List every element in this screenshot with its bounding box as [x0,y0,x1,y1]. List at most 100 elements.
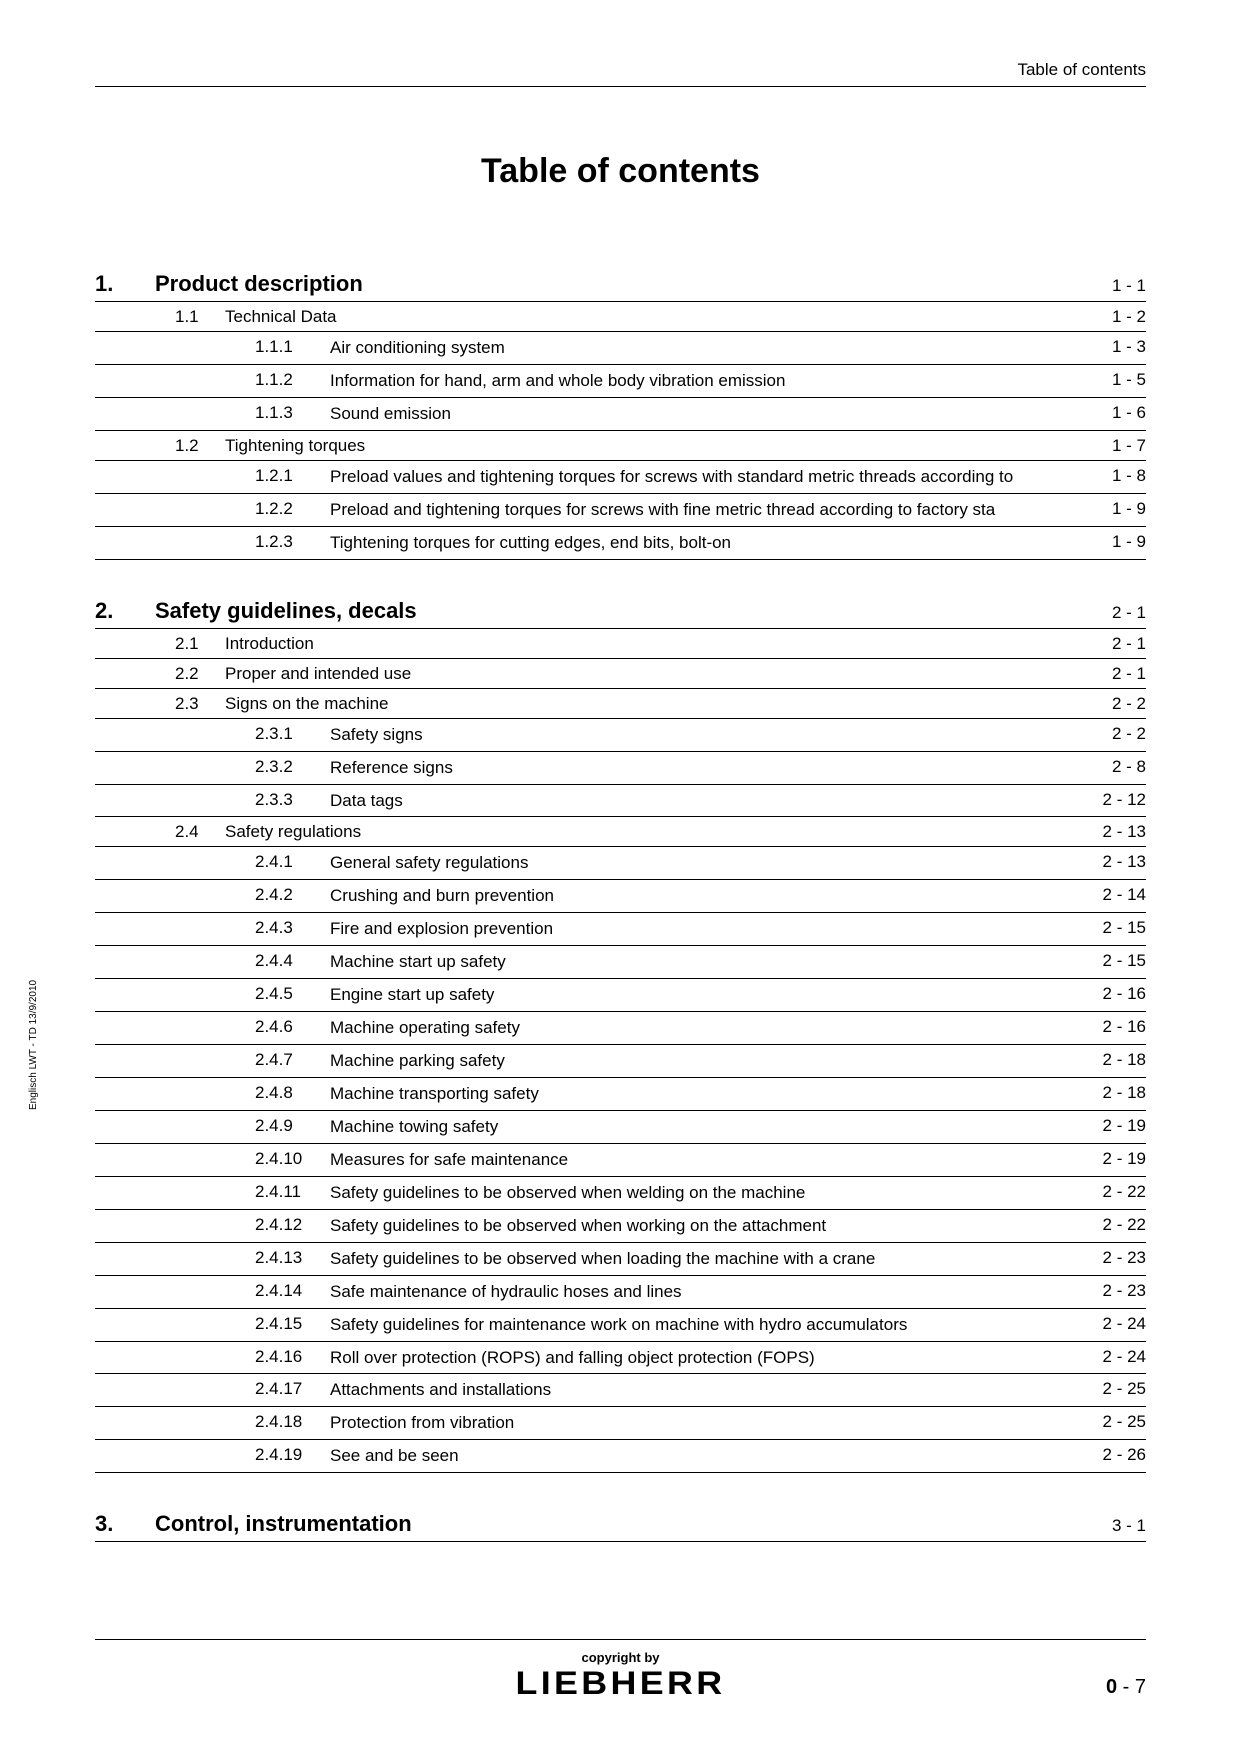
toc-subsection-row: 1.1.1Air conditioning system1 - 3 [95,332,1146,365]
toc-subsection-row: 2.4.8Machine transporting safety2 - 18 [95,1078,1146,1111]
toc-subsection-page: 2 - 13 [1076,852,1146,872]
toc-subsection-title: Information for hand, arm and whole body… [330,370,1076,393]
toc-subsection-title: Engine start up safety [330,984,1076,1007]
toc-section-num: 1.2 [175,436,225,456]
toc-subsection-num: 2.4.4 [255,951,330,971]
toc-section-num: 2.3 [175,694,225,714]
toc-subsection-row: 2.3.2Reference signs2 - 8 [95,752,1146,785]
toc-subsection-row: 1.2.1Preload values and tightening torqu… [95,461,1146,494]
toc-section-row: 1.1Technical Data1 - 2 [95,302,1146,332]
copyright-label: copyright by [95,1650,1146,1665]
toc-section-num: 1.1 [175,307,225,327]
toc-subsection-title: Safety guidelines for maintenance work o… [330,1314,1076,1337]
toc-chapter-title: Safety guidelines, decals [155,598,1076,624]
toc-section-title: Proper and intended use [225,664,1076,684]
toc-subsection-page: 1 - 9 [1076,532,1146,552]
toc-subsection-title: General safety regulations [330,852,1076,875]
toc-subsection-title: Measures for safe maintenance [330,1149,1076,1172]
toc-subsection-title: Safety signs [330,724,1076,747]
toc-subsection-title: Preload values and tightening torques fo… [330,466,1076,489]
toc-section-page: 2 - 1 [1076,634,1146,654]
toc-subsection-row: 2.4.18Protection from vibration2 - 25 [95,1407,1146,1440]
toc-section-row: 1.2Tightening torques1 - 7 [95,431,1146,461]
toc-chapter-page: 1 - 1 [1076,276,1146,296]
toc-subsection-num: 2.4.18 [255,1412,330,1432]
toc-section-title: Signs on the machine [225,694,1076,714]
toc-subsection-row: 2.4.7Machine parking safety2 - 18 [95,1045,1146,1078]
toc-subsection-page: 2 - 24 [1076,1347,1146,1367]
toc-subsection-num: 1.2.2 [255,499,330,519]
toc-subsection-title: Attachments and installations [330,1379,1076,1402]
toc-section-num: 2.2 [175,664,225,684]
toc-subsection-num: 2.4.9 [255,1116,330,1136]
header-right-text: Table of contents [1017,60,1146,79]
toc-subsection-row: 2.4.4Machine start up safety2 - 15 [95,946,1146,979]
toc-subsection-title: Fire and explosion prevention [330,918,1076,941]
toc-section-num: 2.1 [175,634,225,654]
toc-subsection-page: 2 - 18 [1076,1083,1146,1103]
toc-subsection-num: 2.4.5 [255,984,330,1004]
toc-subsection-page: 2 - 24 [1076,1314,1146,1334]
toc-chapter-row: 1.Product description1 - 1 [95,271,1146,302]
toc-chapter-num: 2. [95,598,155,624]
toc-subsection-page: 2 - 14 [1076,885,1146,905]
page-number-chapter: 0 [1106,1676,1117,1698]
toc-section-title: Safety regulations [225,822,1076,842]
toc-subsection-title: Machine operating safety [330,1017,1076,1040]
toc-subsection-page: 2 - 8 [1076,757,1146,777]
toc-chapter: 2.Safety guidelines, decals2 - 1 2.1Intro… [95,598,1146,1474]
toc-section-title: Introduction [225,634,1076,654]
toc-subsection-row: 2.4.5Engine start up safety2 - 16 [95,979,1146,1012]
toc-subsection-row: 2.4.9Machine towing safety2 - 19 [95,1111,1146,1144]
toc-subsection-row: 2.4.17Attachments and installations2 - 2… [95,1374,1146,1407]
toc-chapter-row: 3.Control, instrumentation3 - 1 [95,1511,1146,1542]
toc-subsection-row: 1.2.2Preload and tightening torques for … [95,494,1146,527]
toc-subsection-num: 1.2.1 [255,466,330,486]
toc-subsection-title: Tightening torques for cutting edges, en… [330,532,1076,555]
toc-chapter: 1.Product description1 - 11.1Technical D… [95,271,1146,560]
toc-subsection-title: Machine parking safety [330,1050,1076,1073]
toc-subsection-page: 2 - 15 [1076,918,1146,938]
toc-subsection-num: 1.2.3 [255,532,330,552]
toc-subsection-row: 2.4.1General safety regulations2 - 13 [95,847,1146,880]
toc-subsection-num: 2.4.8 [255,1083,330,1103]
toc-subsection-num: 2.4.19 [255,1445,330,1465]
toc-subsection-title: Sound emission [330,403,1076,426]
toc-subsection-page: 2 - 23 [1076,1281,1146,1301]
toc-subsection-num: 2.4.2 [255,885,330,905]
toc-subsection-title: Data tags [330,790,1076,813]
toc-section-page: 2 - 2 [1076,694,1146,714]
toc-subsection-page: 2 - 12 [1076,790,1146,810]
toc-subsection-page: 2 - 22 [1076,1215,1146,1235]
toc-subsection-num: 1.1.3 [255,403,330,423]
toc-subsection-page: 2 - 25 [1076,1412,1146,1432]
page-number-sep: - [1117,1676,1135,1698]
page-container: Table of contents Table of contents 1.Pr… [0,0,1241,1754]
toc-subsection-row: 2.4.12Safety guidelines to be observed w… [95,1210,1146,1243]
toc-subsection-page: 2 - 25 [1076,1379,1146,1399]
toc-subsection-row: 1.1.2Information for hand, arm and whole… [95,365,1146,398]
toc-section-row: 2.2Proper and intended use2 - 1 [95,659,1146,689]
toc-subsection-num: 2.3.1 [255,724,330,744]
toc-subsection-row: 2.4.19See and be seen2 - 26 [95,1440,1146,1473]
toc-subsection-title: Safe maintenance of hydraulic hoses and … [330,1281,1076,1304]
toc-subsection-title: Safety guidelines to be observed when we… [330,1182,1076,1205]
toc-subsection-title: Air conditioning system [330,337,1076,360]
page-number: 0 - 7 [1106,1676,1146,1699]
toc-section-page: 1 - 7 [1076,436,1146,456]
toc-subsection-row: 2.4.16Roll over protection (ROPS) and fa… [95,1342,1146,1375]
toc-section-title: Tightening torques [225,436,1076,456]
toc-chapter-page: 2 - 1 [1076,603,1146,623]
toc-section-page: 2 - 13 [1076,822,1146,842]
toc-chapter-title: Product description [155,271,1076,297]
page-header: Table of contents [95,60,1146,87]
toc-subsection-page: 1 - 3 [1076,337,1146,357]
toc-chapter-title: Control, instrumentation [155,1511,1076,1537]
toc-subsection-num: 2.4.15 [255,1314,330,1334]
toc-chapter-row: 2.Safety guidelines, decals2 - 1 [95,598,1146,629]
toc-subsection-page: 2 - 26 [1076,1445,1146,1465]
toc-subsection-num: 2.4.7 [255,1050,330,1070]
table-of-contents: 1.Product description1 - 11.1Technical D… [95,271,1146,1542]
toc-subsection-num: 2.4.17 [255,1379,330,1399]
toc-subsection-page: 1 - 8 [1076,466,1146,486]
